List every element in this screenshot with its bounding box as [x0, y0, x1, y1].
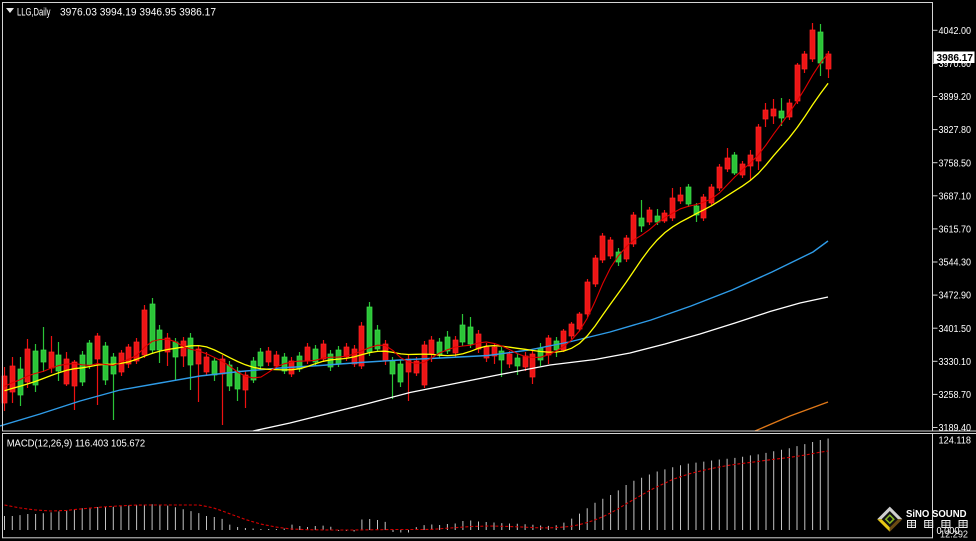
svg-text:3827.80: 3827.80 — [939, 125, 972, 136]
svg-text:12.292: 12.292 — [940, 529, 968, 540]
svg-text:3687.10: 3687.10 — [939, 191, 972, 202]
svg-text:3976.03 3994.19 3946.95 3986.1: 3976.03 3994.19 3946.95 3986.17 — [60, 7, 216, 19]
svg-text:SiNO SOUND: SiNO SOUND — [906, 509, 967, 520]
svg-text:MACD(12,26,9) 116.403 105.672: MACD(12,26,9) 116.403 105.672 — [7, 438, 146, 449]
svg-text:0.000: 0.000 — [937, 526, 960, 537]
svg-text:3258.70: 3258.70 — [939, 390, 972, 401]
svg-text:3401.50: 3401.50 — [939, 324, 972, 335]
svg-text:3189.40: 3189.40 — [939, 423, 972, 434]
svg-text:3472.90: 3472.90 — [939, 291, 972, 302]
svg-text:3330.10: 3330.10 — [939, 357, 972, 368]
svg-text:3986.17: 3986.17 — [937, 53, 974, 64]
svg-text:3899.20: 3899.20 — [939, 92, 972, 103]
svg-text:124.118: 124.118 — [939, 435, 972, 446]
svg-text:4042.00: 4042.00 — [939, 26, 972, 37]
svg-text:3970.60: 3970.60 — [939, 59, 972, 70]
svg-text:3758.50: 3758.50 — [939, 158, 972, 169]
svg-text:LLG,Daily: LLG,Daily — [17, 7, 51, 19]
svg-text:3544.30: 3544.30 — [939, 258, 972, 269]
svg-text:3615.70: 3615.70 — [939, 225, 972, 236]
